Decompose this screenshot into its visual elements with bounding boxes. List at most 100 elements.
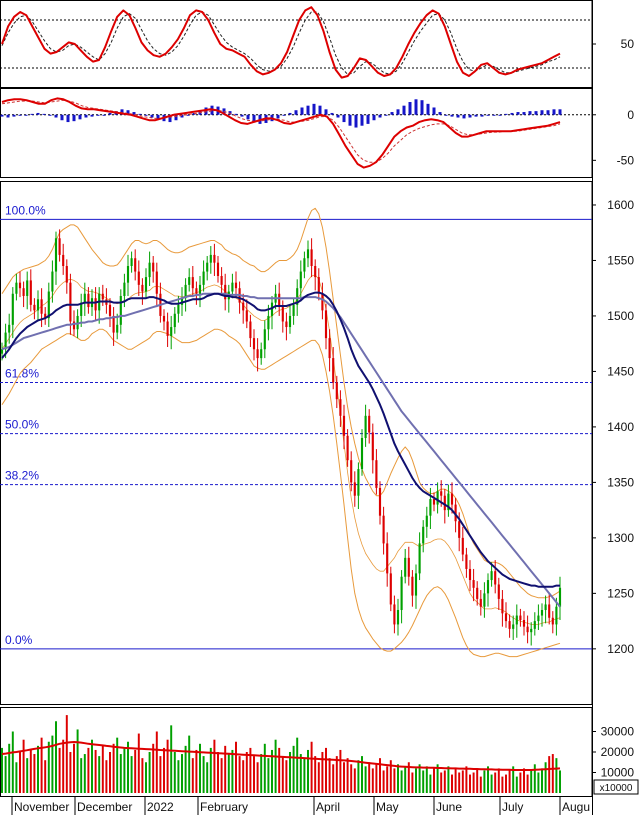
volume-bar [33, 754, 36, 793]
y-tick-label: 30000 [601, 725, 635, 739]
macd-histogram-bar [492, 114, 496, 116]
candle-body [123, 282, 126, 296]
volume-panel: x10000 [1, 715, 639, 795]
volume-bar [487, 766, 489, 793]
volume-bar [289, 752, 291, 793]
macd-signal-line [1, 99, 561, 163]
volume-bar [137, 733, 140, 793]
candle-body [371, 432, 374, 461]
volume-bar [422, 770, 425, 793]
candle-body [51, 271, 54, 292]
volume-bar [148, 752, 151, 793]
candle-body [249, 321, 252, 339]
volume-bar [238, 756, 241, 793]
y-tick-label: 1200 [607, 642, 634, 656]
candle-body [130, 258, 133, 267]
volume-bar [465, 766, 468, 793]
volume-bar [163, 747, 165, 793]
candle-body [533, 621, 536, 629]
volume-bar [346, 758, 349, 793]
macd-histogram-bar [510, 112, 514, 115]
macd-histogram-bar [498, 114, 502, 116]
candle-body [479, 598, 482, 607]
candle-body [202, 271, 205, 285]
volume-bar [76, 729, 79, 793]
macd-histogram-bar [528, 111, 532, 115]
macd-histogram-bar [132, 112, 136, 115]
macd-histogram-bar [18, 114, 22, 116]
fibonacci-label: 0.0% [5, 633, 33, 647]
volume-bar [109, 752, 111, 793]
volume-bar [242, 760, 245, 793]
candle-body [414, 573, 418, 596]
x-tick-label: June [436, 800, 462, 814]
candle-body [490, 571, 493, 581]
volume-bar [501, 776, 504, 793]
macd-histogram-bar [120, 109, 124, 115]
macd-histogram-bar [408, 102, 412, 115]
volume-bar [343, 762, 345, 793]
volume-bar [170, 725, 173, 793]
macd-histogram-bar [342, 114, 346, 123]
macd-histogram-bar [174, 114, 178, 121]
volume-bar [458, 772, 461, 793]
volume-bar [51, 735, 54, 793]
y-tick-label: 20000 [601, 745, 635, 759]
candle-body [540, 610, 544, 616]
candle-body [213, 254, 216, 263]
candle-body [382, 515, 385, 544]
volume-bar [253, 756, 255, 793]
macd-histogram-bar [546, 110, 550, 115]
macd-histogram-bar [318, 105, 322, 115]
macd-histogram-bar [252, 114, 256, 123]
candle-body [206, 262, 209, 272]
macd-histogram-bar [108, 112, 112, 115]
candle-body [224, 284, 227, 300]
price-frame [0, 181, 593, 705]
volume-bar [317, 762, 320, 793]
volume-bar [361, 756, 363, 793]
volume-bar [47, 741, 50, 793]
volume-bar [357, 760, 360, 793]
candle-body [292, 304, 295, 316]
candle-body [555, 606, 558, 625]
volume-average-line [1, 741, 561, 771]
volume-bar [227, 754, 230, 793]
candle-body [396, 610, 400, 625]
macd-histogram-bar [42, 113, 46, 115]
macd-histogram-bar [126, 110, 130, 115]
volume-bar [508, 770, 511, 793]
candle-body [285, 321, 288, 328]
x-tick-label: April [316, 800, 340, 814]
volume-bar [526, 774, 529, 793]
volume-bar [519, 772, 522, 793]
candle-body [152, 262, 155, 272]
candle-body [512, 624, 515, 629]
macd-histogram-bar [402, 105, 406, 115]
candle-body [339, 399, 342, 416]
candle-body [328, 338, 331, 359]
candle-body [310, 249, 313, 267]
fibonacci-label: 50.0% [5, 418, 39, 432]
volume-bar [245, 752, 248, 793]
volume-bar [350, 764, 353, 793]
volume-bar [199, 743, 201, 793]
volume-bar [206, 762, 209, 793]
y-tick-label: 1350 [607, 475, 634, 489]
volume-bar [166, 739, 169, 793]
volume-bar [271, 749, 273, 793]
macd-histogram-bar [78, 114, 82, 120]
candle-body [353, 482, 356, 496]
volume-bar [224, 745, 227, 793]
volume-bar [325, 747, 327, 793]
candle-body [40, 299, 43, 314]
candle-body [36, 299, 40, 311]
candle-body [94, 298, 97, 311]
volume-bar [368, 762, 371, 793]
y-tick-label: 1550 [607, 253, 634, 267]
macd-histogram-bar [378, 114, 382, 118]
volume-bar [544, 762, 547, 793]
macd-histogram-bar [414, 99, 418, 115]
volume-bar [512, 766, 515, 793]
candle-body [530, 628, 533, 633]
